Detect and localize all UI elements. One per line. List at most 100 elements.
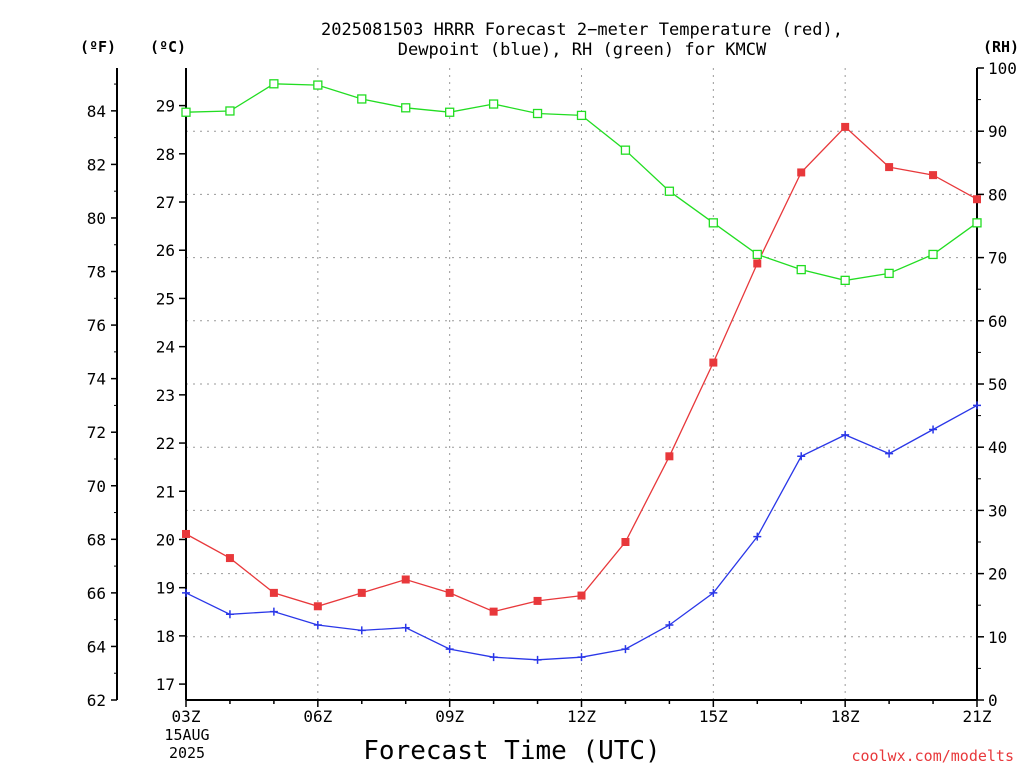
rh-point: [357, 94, 367, 104]
dewpoint-point: [313, 621, 322, 630]
temperature-point: [533, 596, 542, 605]
temperature-point: [577, 591, 586, 600]
rh-tick-label: 30: [988, 501, 1007, 520]
temperature-point: [445, 588, 454, 597]
rh-point: [796, 264, 806, 275]
dewpoint-point: [445, 645, 454, 654]
temperature-point: [621, 538, 630, 546]
temperature-point: [313, 602, 322, 611]
temperature-point: [841, 122, 850, 131]
rh-point: [401, 103, 411, 113]
celsius-tick-label: 17: [156, 675, 175, 694]
temperature-point: [357, 588, 366, 597]
fahrenheit-tick-label: 62: [87, 691, 106, 710]
fahrenheit-tick-label: 80: [87, 209, 106, 228]
dewpoint-point: [401, 623, 410, 632]
rh-point: [225, 106, 235, 116]
celsius-tick-label: 25: [156, 289, 175, 308]
dewpoint-point: [577, 653, 586, 662]
rh-point: [884, 268, 894, 279]
rh-point: [532, 108, 543, 119]
celsius-tick-label: 27: [156, 193, 175, 212]
fahrenheit-tick-label: 68: [87, 530, 106, 549]
celsius-tick-label: 18: [156, 627, 175, 646]
dewpoint-point: [709, 588, 718, 597]
celsius-tick-label: 26: [156, 241, 175, 260]
temperature-point: [885, 163, 894, 172]
temperature-point: [665, 452, 674, 461]
celsius-unit-label: (ºC): [150, 38, 186, 56]
dewpoint-point: [533, 655, 542, 664]
rh-point: [313, 80, 323, 90]
x-axis-title: Forecast Time (UTC): [363, 736, 660, 766]
x-tick-label: 06Z: [303, 707, 332, 726]
rh-point: [181, 107, 191, 117]
x-tick-label: 12Z: [567, 707, 596, 726]
rh-tick-label: 90: [988, 122, 1007, 141]
dewpoint-point: [269, 607, 278, 616]
x-tick-label: 03Z: [172, 707, 201, 726]
dewpoint-point: [357, 626, 366, 635]
temperature-point: [182, 529, 190, 538]
temperature-point: [973, 195, 981, 204]
celsius-tick-label: 23: [156, 386, 175, 405]
celsius-tick-label: 22: [156, 434, 175, 453]
dewpoint-point: [621, 645, 630, 654]
celsius-tick-label: 21: [156, 482, 175, 501]
fahrenheit-tick-label: 74: [87, 370, 106, 389]
fahrenheit-unit-label: (ºF): [80, 38, 116, 56]
dewpoint-point: [841, 430, 850, 439]
site-credit: coolwx.com/modelts: [851, 747, 1014, 765]
fahrenheit-tick-label: 84: [87, 102, 106, 121]
fahrenheit-tick-label: 78: [87, 263, 106, 282]
rh-point: [972, 218, 982, 228]
rh-point: [840, 275, 850, 286]
dewpoint-point: [489, 653, 498, 662]
celsius-tick-label: 29: [156, 97, 175, 116]
rh-point: [445, 107, 455, 117]
rh-point: [664, 186, 675, 196]
temperature-point: [929, 171, 938, 180]
rh-tick-label: 20: [988, 565, 1007, 584]
rh-tick-label: 0: [988, 691, 998, 710]
temperature-point: [401, 575, 410, 584]
celsius-tick-label: 20: [156, 530, 175, 549]
fahrenheit-tick-label: 64: [87, 637, 106, 656]
rh-tick-label: 100: [988, 59, 1017, 78]
fahrenheit-tick-label: 72: [87, 423, 106, 442]
chart-title: 2025081503 HRRR Forecast 2−meter Tempera…: [321, 20, 843, 40]
temperature-point: [753, 259, 762, 268]
temperature-point: [709, 358, 718, 367]
rh-point: [752, 249, 762, 260]
dewpoint-point: [797, 452, 806, 461]
rh-tick-label: 50: [988, 375, 1007, 394]
rh-tick-label: 80: [988, 185, 1007, 204]
x-tick-label: 21Z: [963, 707, 992, 726]
rh-point: [576, 110, 587, 121]
rh-unit-label: (RH): [983, 38, 1019, 56]
rh-point: [928, 249, 938, 260]
celsius-tick-label: 19: [156, 579, 175, 598]
rh-point: [269, 79, 279, 89]
dewpoint-point: [753, 532, 762, 541]
temperature-point: [797, 168, 806, 177]
x-tick-label: 15Z: [699, 707, 728, 726]
fahrenheit-tick-label: 76: [87, 316, 106, 335]
x-first-tick-year: 2025: [169, 744, 205, 762]
dewpoint-point: [973, 401, 981, 410]
dewpoint-point: [885, 449, 894, 458]
celsius-tick-label: 24: [156, 338, 175, 357]
rh-point: [620, 145, 631, 155]
temperature-point: [489, 607, 498, 616]
celsius-tick-label: 28: [156, 145, 175, 164]
rh-tick-label: 10: [988, 628, 1007, 647]
rh-point: [488, 99, 499, 109]
rh-tick-label: 70: [988, 249, 1007, 268]
x-tick-label: 09Z: [435, 707, 464, 726]
x-first-tick-date: 15AUG: [164, 726, 209, 744]
dewpoint-point: [929, 425, 938, 434]
rh-tick-label: 40: [988, 438, 1007, 457]
dewpoint-point: [182, 588, 190, 597]
